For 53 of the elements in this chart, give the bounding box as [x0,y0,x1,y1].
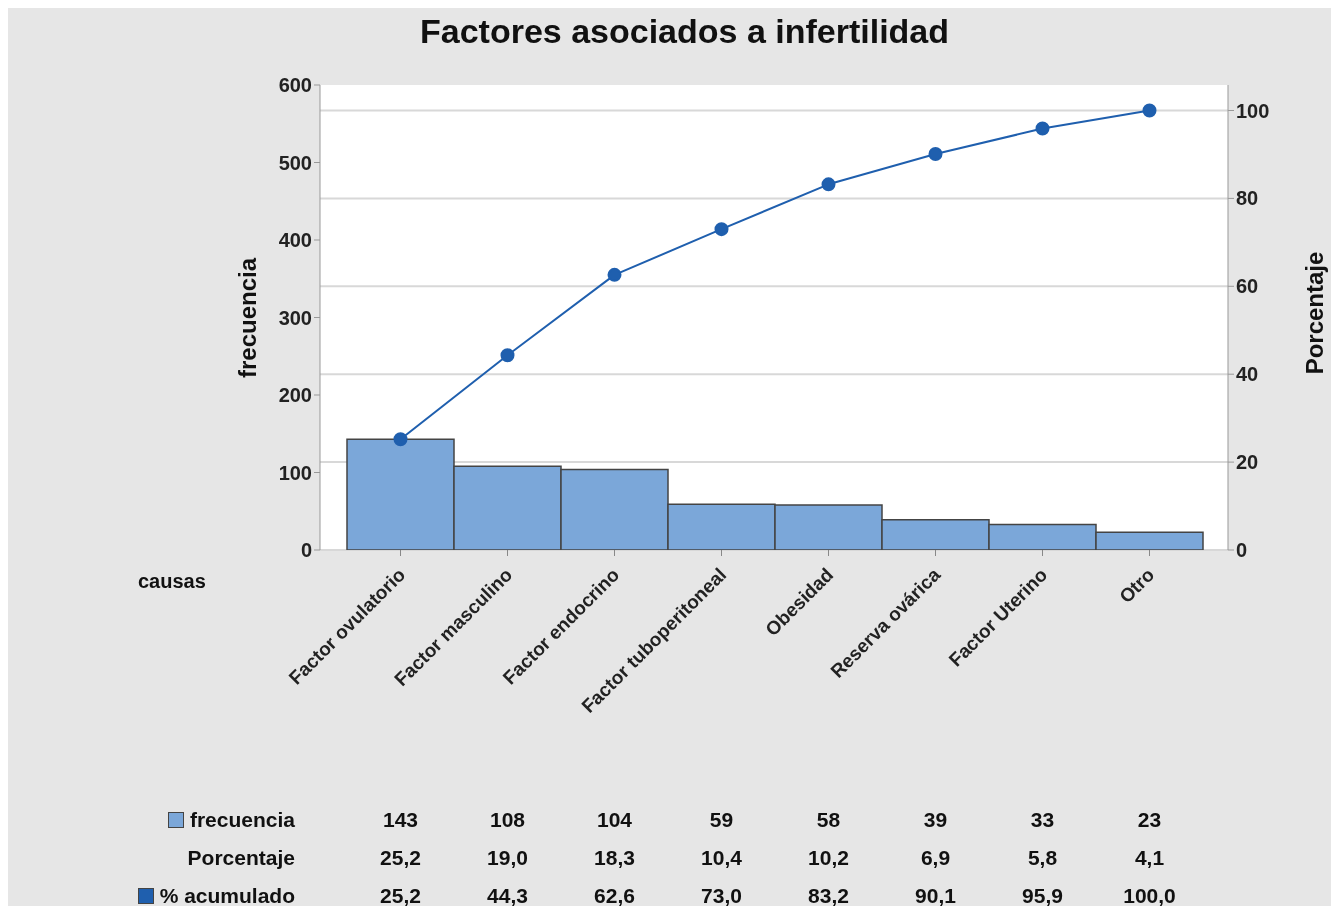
point [821,177,836,192]
point [928,147,943,161]
y2-tick-label: 60 [1236,275,1259,298]
y-tick-label: 0 [300,539,312,562]
x-axis-title: causas [138,570,206,593]
data-label: 62,6 [593,884,636,908]
text: 10,4 [700,846,743,870]
data-label: 39 [922,808,949,832]
point [714,222,729,237]
chart-title: Factores asociados a infertilidad [418,12,951,51]
point [1035,121,1050,136]
text: 5,8 [1026,846,1059,870]
text: 10,2 [807,846,850,870]
y-tick-label: 400 [278,229,312,252]
y-tick-label: 500 [278,151,312,174]
text: 4,1 [1133,846,1166,870]
text: 18,3 [593,846,636,870]
data-label: 143 [381,808,419,832]
data-label: 100,0 [1122,884,1177,908]
legend-label: frecuencia [189,808,295,832]
y2-tick-label: 0 [1236,539,1248,562]
data-label: 73,0 [700,884,743,908]
text: 19,0 [486,846,529,870]
point [393,432,408,447]
data-label: 104 [595,808,633,832]
data-label: 59 [708,808,735,832]
data-label: 83,2 [807,884,850,908]
text: 25,2 [379,846,422,870]
legend-label: % acumulado [159,884,295,908]
y2-tick-label: 100 [1236,99,1270,122]
data-label: 90,1 [914,884,957,908]
data-label: 25,2 [379,884,422,908]
y-tick-label: 100 [278,461,312,484]
y2-axis-title: Porcentaje [1301,251,1329,375]
y-tick-label: 300 [278,306,312,329]
point [607,267,622,282]
y2-tick-label: 80 [1236,187,1259,210]
y2-tick-label: 20 [1236,451,1259,474]
y-tick-label: 200 [278,384,312,407]
y-tick-label: 600 [278,74,312,97]
point [1142,103,1157,118]
data-label: 95,9 [1021,884,1064,908]
data-label: 108 [488,808,526,832]
point [500,348,515,363]
data-label: 23 [1136,808,1163,832]
y2-tick-label: 40 [1236,363,1259,386]
data-label: 58 [815,808,842,832]
text: 6,9 [919,846,952,870]
x-tick-label: Otro [1115,563,1159,608]
data-label: 33 [1029,808,1056,832]
text: Porcentaje [187,846,295,870]
y-axis-title: frecuencia [234,257,262,379]
data-label: 44,3 [486,884,529,908]
